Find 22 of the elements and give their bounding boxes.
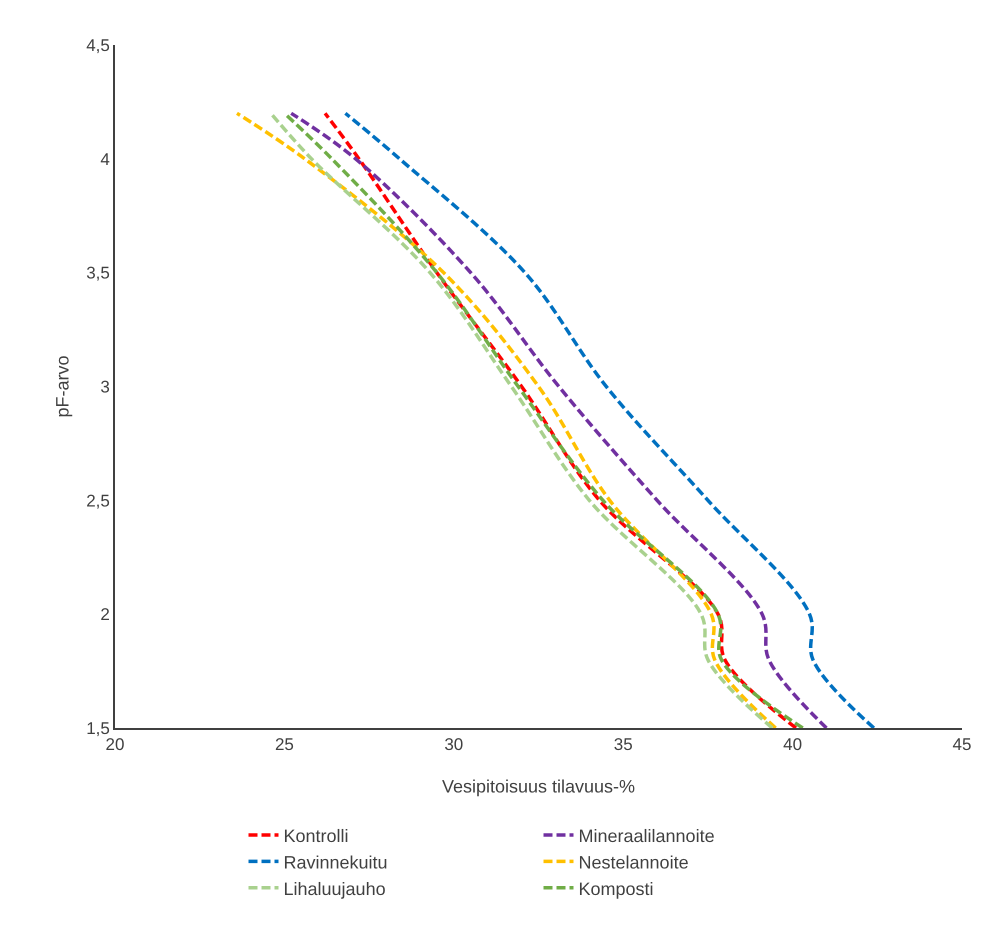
x-tick-label: 40 (783, 735, 802, 754)
y-tick-label: 2,5 (86, 491, 110, 510)
y-tick-label: 4 (100, 150, 110, 169)
legend-label: Nestelannoite (578, 852, 689, 872)
x-tick-label: 45 (952, 735, 972, 754)
x-tick-label: 25 (274, 735, 294, 754)
legend-label: Lihaluujauho (284, 878, 386, 899)
y-tick-label: 3 (100, 377, 110, 396)
x-tick-label: 35 (614, 735, 633, 754)
y-tick-label: 3,5 (86, 264, 110, 283)
y-tick-label: 2 (100, 605, 110, 624)
x-axis-title: Vesipitoisuus tilavuus-% (442, 776, 636, 796)
y-tick-label: 4,5 (86, 36, 110, 55)
legend-label: Ravinnekuitu (284, 852, 388, 872)
x-tick-label: 30 (444, 735, 464, 754)
legend-label: Komposti (578, 878, 654, 899)
y-axis-title: pF-arvo (52, 355, 72, 418)
x-tick-label: 20 (106, 735, 124, 754)
legend-label: Mineraalilannoite (578, 826, 715, 846)
y-tick-label: 1,5 (86, 718, 110, 738)
line-series (344, 112, 876, 728)
legend-label: Kontrolli (284, 826, 349, 846)
